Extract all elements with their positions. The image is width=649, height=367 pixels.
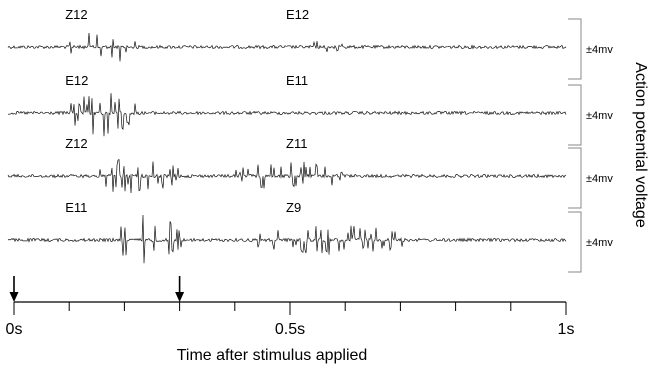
trace-labels: Z12 E12 E12 E11 Z12 Z11 E11 Z9 xyxy=(65,7,309,215)
trace-1-label-1: Z12 xyxy=(65,7,87,22)
recording-trace-2 xyxy=(7,93,567,137)
scale-bracket-2 xyxy=(568,84,582,146)
scale-label-3: ±4mv xyxy=(586,173,613,185)
scale-brackets: ±4mv ±4mv ±4mv ±4mv xyxy=(568,18,613,273)
recording-trace-4 xyxy=(7,214,567,264)
scale-label-4: ±4mv xyxy=(586,237,613,249)
x-axis-label: Time after stimulus applied xyxy=(177,347,368,364)
stimulus-arrow-head-2 xyxy=(175,292,185,302)
x-tick-label-3: 1s xyxy=(558,321,575,338)
x-tick-label-2: 0.5s xyxy=(275,321,305,338)
trace-4-label-2: Z9 xyxy=(286,200,301,215)
scale-label-1: ±4mv xyxy=(586,44,613,56)
stimulus-arrow-head-1 xyxy=(9,292,19,302)
trace-3-label-1: Z12 xyxy=(65,136,87,151)
trace-2-label-1: E12 xyxy=(65,73,88,88)
recording-trace-1 xyxy=(7,32,567,62)
trace-2-label-2: E11 xyxy=(286,73,308,88)
x-tick-label-1: 0s xyxy=(6,321,23,338)
time-axis: 0s 0.5s 1s xyxy=(6,276,575,338)
scale-bracket-3 xyxy=(568,147,582,209)
scale-label-2: ±4mv xyxy=(586,110,613,122)
trace-3-label-2: Z11 xyxy=(286,136,307,151)
trace-4-label-1: E11 xyxy=(65,200,87,215)
y-axis-label: Action potential voltage xyxy=(632,62,649,228)
scale-bracket-4 xyxy=(568,211,582,273)
trace-1-label-2: E12 xyxy=(286,7,309,22)
traces-layer xyxy=(7,32,567,264)
recording-trace-3 xyxy=(7,159,567,194)
scale-bracket-1 xyxy=(568,18,582,80)
